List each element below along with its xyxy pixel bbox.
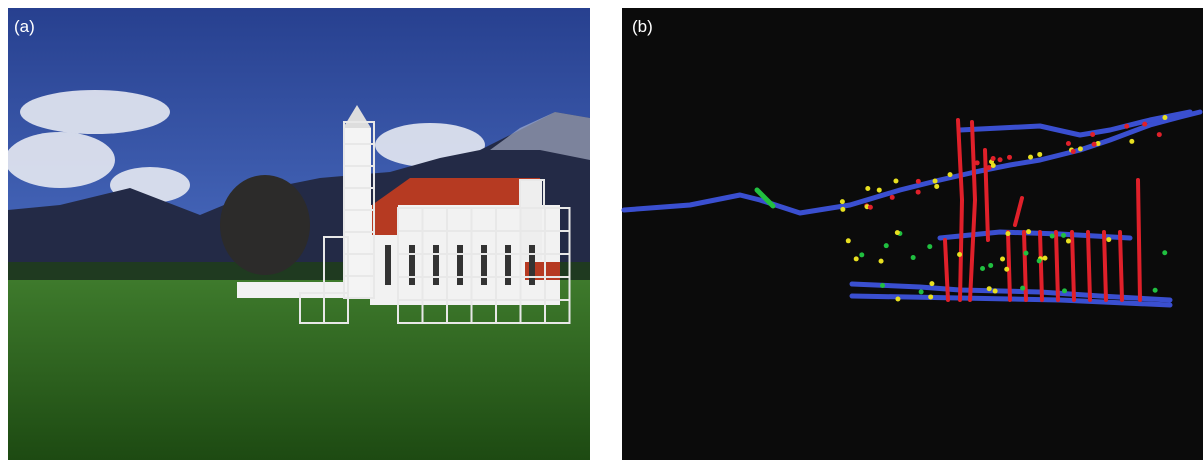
keypoint <box>1092 142 1097 147</box>
keypoint <box>911 255 916 260</box>
keypoint <box>927 244 932 249</box>
keypoint <box>1061 233 1066 238</box>
keypoint <box>884 243 889 248</box>
keypoint <box>1062 288 1067 293</box>
keypoint <box>1066 141 1071 146</box>
keypoint <box>840 199 845 204</box>
edge <box>1104 232 1106 300</box>
keypoint <box>1005 231 1010 236</box>
edge <box>1088 232 1090 300</box>
page: (a) (b) (() => { const data = JSON.parse… <box>0 0 1203 462</box>
keypoint <box>948 172 953 177</box>
keypoint <box>1124 124 1129 129</box>
keypoint <box>1106 237 1111 242</box>
keypoint <box>998 157 1003 162</box>
keypoint <box>1066 239 1071 244</box>
keypoint <box>1007 155 1012 160</box>
keypoint <box>854 256 859 261</box>
keypoint <box>1162 250 1167 255</box>
keypoint <box>1043 256 1048 261</box>
keypoint <box>1153 288 1158 293</box>
keypoint <box>1026 229 1031 234</box>
keypoint <box>916 190 921 195</box>
keypoint <box>916 179 921 184</box>
keypoint <box>929 281 934 286</box>
keypoint <box>1023 251 1028 256</box>
edge <box>1040 232 1042 300</box>
keypoint <box>895 230 900 235</box>
keypoint <box>987 286 992 291</box>
panel-label: (a) <box>14 17 35 36</box>
window <box>505 245 511 285</box>
window <box>457 245 463 285</box>
keypoint <box>1000 257 1005 262</box>
keypoint <box>1090 132 1095 137</box>
edge <box>1120 232 1122 300</box>
figure: (a) (b) <box>0 0 1203 462</box>
keypoint <box>980 266 985 271</box>
keypoint <box>991 156 996 161</box>
window <box>385 245 391 285</box>
keypoint <box>957 252 962 257</box>
keypoint <box>1037 258 1042 263</box>
keypoint <box>868 205 873 210</box>
edge <box>1056 232 1058 300</box>
keypoint <box>840 207 845 212</box>
keypoint <box>993 289 998 294</box>
keypoint <box>1157 132 1162 137</box>
edge <box>1008 232 1010 300</box>
window <box>409 245 415 285</box>
window <box>433 245 439 285</box>
edge <box>1072 232 1074 300</box>
window <box>529 245 535 285</box>
tree <box>220 175 310 275</box>
keypoint <box>880 283 885 288</box>
keypoint <box>975 160 980 165</box>
keypoint <box>1028 155 1033 160</box>
keypoint <box>1129 139 1134 144</box>
keypoint <box>933 179 938 184</box>
keypoint <box>991 163 996 168</box>
keypoint <box>987 165 992 170</box>
photo-panel <box>5 8 590 460</box>
edge-panel <box>622 8 1203 460</box>
keypoint <box>919 289 924 294</box>
keypoint <box>877 188 882 193</box>
panel-label: (b) <box>632 17 653 36</box>
window <box>481 245 487 285</box>
keypoint <box>893 179 898 184</box>
keypoint <box>1037 152 1042 157</box>
keypoint <box>895 296 900 301</box>
keypoint <box>1142 122 1147 127</box>
keypoint <box>1162 115 1167 120</box>
keypoint <box>1020 286 1025 291</box>
keypoint <box>879 259 884 264</box>
keypoint <box>846 238 851 243</box>
keypoint <box>928 294 933 299</box>
keypoint <box>859 252 864 257</box>
keypoint <box>865 186 870 191</box>
keypoint <box>934 184 939 189</box>
keypoint <box>1004 267 1009 272</box>
keypoint <box>1078 146 1083 151</box>
keypoint <box>890 195 895 200</box>
keypoint <box>1050 234 1055 239</box>
keypoint <box>1071 149 1076 154</box>
keypoint <box>988 263 993 268</box>
